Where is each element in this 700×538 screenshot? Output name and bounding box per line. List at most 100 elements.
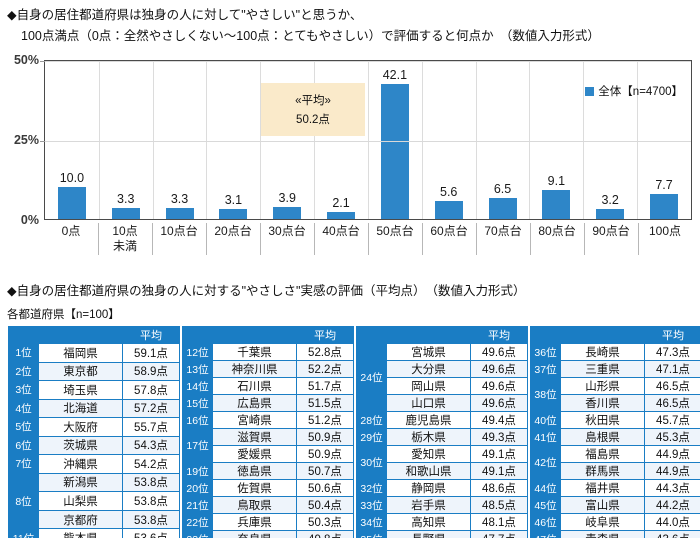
prefecture-name-cell: 山形県 xyxy=(560,377,645,395)
average-score-cell: 53.6点 xyxy=(122,528,180,538)
chart-bar-value-label: 42.1 xyxy=(382,68,408,83)
prefecture-name-cell: 山梨県 xyxy=(38,491,123,511)
table-row: 22位 兵庫県 50.3点 xyxy=(182,513,354,531)
table-row: 4位 北海道 57.2点 xyxy=(8,398,180,419)
rank-cell: 36位 xyxy=(530,343,561,361)
chart-bar xyxy=(650,194,679,219)
table-row: 6位 茨城県 54.3点 xyxy=(8,435,180,456)
average-score-cell: 43.6点 xyxy=(644,530,700,538)
chart-bar-column: 3.3 xyxy=(152,61,207,219)
chart-bar-column: 2.1 xyxy=(314,61,368,219)
ranking-header-name xyxy=(38,326,123,344)
rank-cell: 46位 xyxy=(530,513,561,531)
ranking-table: 平均 1位 福岡県 59.1点 2位 東京都 58.9点 3位 埼玉県 57.8点 4位 北海道 57.… xyxy=(8,326,180,538)
ranking-header-name xyxy=(212,326,297,344)
ranking-header-rank xyxy=(8,326,39,344)
prefecture-name-cell: 福井県 xyxy=(560,479,645,497)
rank-cell: 7位 xyxy=(8,454,39,474)
table-row: 36位 長崎県 47.3点 xyxy=(530,343,700,361)
section2-subheading: 各都道府県【n=100】 xyxy=(7,309,120,321)
prefecture-name-cell: 沖縄県 xyxy=(38,454,123,474)
average-score-cell: 55.7点 xyxy=(122,417,180,437)
average-score-cell: 52.8点 xyxy=(296,343,354,361)
prefecture-name-cell: 鳥取県 xyxy=(212,496,297,514)
ranking-table: 平均 24位 宮城県 49.6点 大分県 49.6点 岡山県 49.6点 山口県 49.6点 28位… xyxy=(356,326,528,538)
average-score-cell: 49.1点 xyxy=(470,445,528,463)
section1-heading-line1: ◆自身の居住都道府県は独身の人に対して"やさしい"と思うか、 xyxy=(7,8,363,22)
ranking-header-row: 平均 xyxy=(356,326,528,344)
table-row: 13位 神奈川県 52.2点 xyxy=(182,360,354,378)
table-row: 岡山県 49.6点 xyxy=(357,377,528,395)
table-row: 40位 秋田県 45.7点 xyxy=(530,411,700,429)
chart-x-axis-labels: 0点 10点 未満 10点台 20点台 30点台 40点台 50点台 60点台 70点台 80点台 9… xyxy=(44,221,692,261)
average-score-cell: 51.7点 xyxy=(296,377,354,395)
average-score-cell: 44.9点 xyxy=(644,445,700,463)
chart-x-tick-label: 100点 xyxy=(638,221,692,261)
rank-cell: 11位 xyxy=(8,528,39,538)
prefecture-name-cell: 埼玉県 xyxy=(38,380,123,400)
chart-x-tick-label: 10点台 xyxy=(152,221,206,261)
chart-y-tick-label: 25% xyxy=(13,133,39,147)
prefecture-name-cell: 宮崎県 xyxy=(212,411,297,429)
ranking-header-rank xyxy=(356,326,387,344)
average-score-cell: 49.6点 xyxy=(470,394,528,412)
chart-bar-column: 3.9 xyxy=(260,61,314,219)
chart-bar-column: 9.1 xyxy=(529,61,583,219)
chart-y-tick xyxy=(40,61,45,62)
rank-cell: 42位 xyxy=(530,445,561,480)
average-score-cell: 47.3点 xyxy=(644,343,700,361)
average-score-cell: 49.4点 xyxy=(470,411,528,429)
chart-bar-value-label: 7.7 xyxy=(655,178,673,193)
average-score-cell: 54.3点 xyxy=(122,435,180,456)
section1-heading-line2: 100点満点（0点：全然やさしくない～100点：とてもやさしい）で評価すると何点… xyxy=(21,29,600,44)
table-row: 35位長野県47.7点 xyxy=(356,530,528,538)
ranking-header-value: 平均 xyxy=(644,326,700,344)
chart-bar xyxy=(219,209,248,219)
ranking-table: 平均 36位 長崎県 47.3点 37位 三重県 47.1点 38位 山形県 46.5点 香川県 46… xyxy=(530,326,700,538)
rank-cell: 13位 xyxy=(182,360,213,378)
table-row: 19位 徳島県 50.7点 xyxy=(182,462,354,480)
chart-gridline xyxy=(45,61,691,62)
chart-bar xyxy=(111,208,140,219)
average-score-cell: 46.5点 xyxy=(644,377,700,395)
table-row: 38位 山形県 46.5点 xyxy=(530,377,700,412)
chart-bar-value-label: 2.1 xyxy=(332,196,350,211)
legend-label: 全体【n=4700】 xyxy=(598,86,683,98)
prefecture-name-cell: 青森県 xyxy=(560,530,645,538)
chart-bar xyxy=(380,84,409,219)
table-row: 41位 島根県 45.3点 xyxy=(530,428,700,446)
ranking-header-row: 平均 xyxy=(8,326,180,344)
ranking-header-rank xyxy=(182,326,213,344)
table-row: 1位 福岡県 59.1点 xyxy=(8,343,180,363)
rank-cell: 37位 xyxy=(530,360,561,378)
rank-cell: 44位 xyxy=(530,479,561,497)
average-annotation-label: «平均» xyxy=(295,95,331,107)
rank-cell: 45位 xyxy=(530,496,561,514)
prefecture-name-cell: 広島県 xyxy=(212,394,297,412)
prefecture-name-cell: 大分県 xyxy=(386,360,471,378)
rank-cell: 2位 xyxy=(8,361,39,382)
chart-bar-column: 3.3 xyxy=(98,61,153,219)
prefecture-name-cell: 福岡県 xyxy=(38,343,123,363)
average-score-cell: 53.8点 xyxy=(122,491,180,511)
average-score-cell: 53.8点 xyxy=(122,472,180,493)
chart-bars: 10.0 3.3 3.3 3.1 3.9 2.1 42.1 5.6 6.5 9.1 3.2 7.7 xyxy=(45,61,691,219)
chart-bar-column: 3.2 xyxy=(583,61,637,219)
chart-x-tick-label: 70点台 xyxy=(476,221,530,261)
chart-bar-value-label: 3.1 xyxy=(224,193,243,208)
table-row: 34位 高知県 48.1点 xyxy=(356,513,528,531)
prefecture-name-cell: 秋田県 xyxy=(560,411,645,429)
chart-bar-column: 42.1 xyxy=(367,61,422,219)
prefecture-name-cell: 岩手県 xyxy=(386,496,471,514)
average-score-cell: 51.2点 xyxy=(296,411,354,429)
prefecture-name-cell: 長崎県 xyxy=(560,343,645,361)
average-score-cell: 47.1点 xyxy=(644,360,700,378)
prefecture-name-cell: 岐阜県 xyxy=(560,513,645,531)
prefecture-ranking-tables: 平均 1位 福岡県 59.1点 2位 東京都 58.9点 3位 埼玉県 57.8点 4位 北海道 57.… xyxy=(8,326,700,538)
prefecture-name-cell: 佐賀県 xyxy=(212,479,297,497)
chart-bar-column: 10.0 xyxy=(45,61,99,219)
prefecture-name-cell: 和歌山県 xyxy=(386,462,471,480)
chart-bar-value-label: 6.5 xyxy=(493,182,512,197)
chart-bar-value-label: 3.9 xyxy=(278,190,296,205)
